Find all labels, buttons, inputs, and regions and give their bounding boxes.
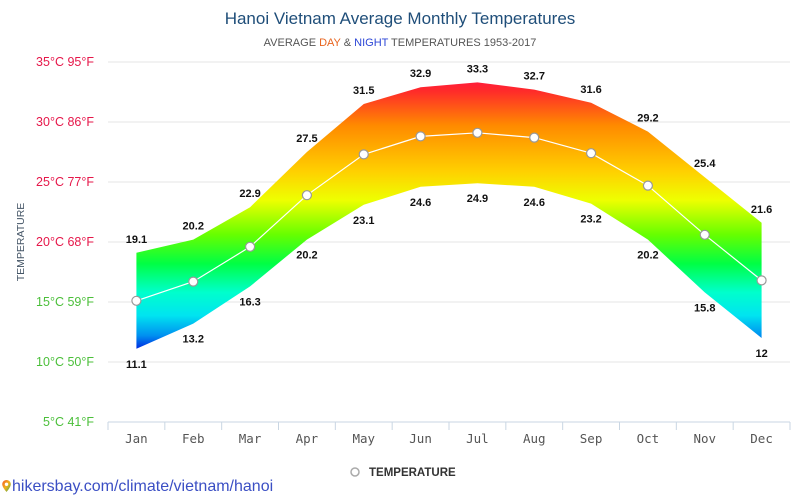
day-value-label: 22.9 — [239, 188, 260, 200]
data-labels: 19.1 20.2 22.9 27.5 31.5 32.9 33.3 32.7 31.6 29.2… — [126, 63, 773, 370]
temperature-point — [529, 132, 540, 143]
subtitle-night: NIGHT — [354, 37, 389, 49]
subtitle-day: DAY — [319, 37, 341, 49]
chart-title: Hanoi Vietnam Average Monthly Temperatur… — [225, 9, 576, 28]
temperature-point — [585, 148, 597, 159]
x-tick-label: Jan — [125, 431, 148, 446]
y-tick-label: 10°C 50°F — [36, 355, 94, 369]
legend[interactable]: TEMPERATURE — [350, 467, 456, 479]
temperature-point — [301, 190, 313, 201]
day-value-label: 32.7 — [524, 71, 545, 83]
subtitle-amp: & — [341, 37, 354, 49]
night-value-label: 20.2 — [296, 250, 317, 262]
x-tick-label: Apr — [296, 431, 319, 446]
temperature-line-path — [136, 132, 762, 302]
x-tick-label: Mar — [239, 431, 262, 446]
temperature-line — [131, 127, 767, 306]
night-value-label: 11.1 — [126, 359, 147, 371]
temperature-point — [472, 127, 483, 138]
day-value-label: 29.2 — [637, 113, 658, 125]
x-tick-label: Nov — [693, 431, 716, 446]
temperature-point — [415, 131, 426, 142]
temperature-point — [642, 180, 654, 191]
subtitle-suffix: TEMPERATURES 1953-2017 — [388, 37, 536, 49]
temperature-point — [244, 241, 256, 252]
day-value-label: 19.1 — [126, 234, 147, 246]
day-value-label: 31.6 — [580, 84, 601, 96]
x-tick-label: Jun — [409, 431, 432, 446]
x-axis: Jan Feb Mar Apr May Jun Jul Aug Sep Oct Nov Dec — [107, 421, 791, 446]
source-text[interactable]: hikersbay.com/climate/vietnam/hanoi — [12, 478, 274, 495]
day-night-band — [136, 82, 762, 349]
temperature-point — [358, 149, 369, 160]
x-tick-label: Aug — [523, 431, 546, 446]
legend-marker-icon — [350, 467, 360, 477]
subtitle-prefix: AVERAGE — [264, 37, 319, 49]
night-value-label: 13.2 — [183, 334, 204, 346]
x-tick-label: Jul — [466, 431, 489, 446]
y-tick-label: 20°C 68°F — [36, 235, 94, 249]
night-value-label: 24.6 — [524, 197, 545, 209]
night-value-label: 23.1 — [353, 215, 374, 227]
day-value-label: 20.2 — [183, 221, 204, 233]
temperature-point — [188, 276, 199, 287]
map-pin-icon — [2, 480, 11, 492]
x-tick-label: Sep — [580, 431, 603, 446]
day-value-label: 32.9 — [410, 68, 431, 80]
y-axis-ticks: 35°C 95°F 30°C 86°F 25°C 77°F 20°C 68°F 15°C… — [36, 55, 94, 429]
y-tick-label: 15°C 59°F — [36, 295, 94, 309]
y-tick-label: 25°C 77°F — [36, 175, 94, 189]
night-value-label: 12 — [755, 348, 767, 360]
day-value-label: 31.5 — [353, 85, 374, 97]
x-tick-label: May — [352, 431, 375, 446]
night-value-label: 20.2 — [637, 250, 658, 262]
legend-label[interactable]: TEMPERATURE — [369, 467, 456, 479]
day-value-label: 27.5 — [296, 133, 317, 145]
x-tick-label: Feb — [182, 431, 205, 446]
night-value-label: 15.8 — [694, 302, 715, 314]
chart-subtitle: AVERAGE DAY & NIGHT TEMPERATURES 1953-20… — [264, 37, 537, 49]
night-value-label: 23.2 — [580, 214, 601, 226]
day-value-label: 33.3 — [467, 63, 488, 75]
y-tick-label: 30°C 86°F — [36, 115, 94, 129]
y-tick-label: 5°C 41°F — [43, 415, 94, 429]
day-value-label: 25.4 — [694, 158, 716, 170]
temperature-point — [756, 275, 767, 286]
y-tick-label: 35°C 95°F — [36, 55, 94, 69]
night-value-label: 24.6 — [410, 197, 431, 209]
temperature-point — [131, 295, 142, 306]
temperature-point — [699, 229, 710, 240]
night-value-label: 24.9 — [467, 193, 488, 205]
x-tick-label: Dec — [750, 431, 773, 446]
y-axis-label: TEMPERATURE — [15, 203, 27, 282]
source-link[interactable]: hikersbay.com/climate/vietnam/hanoi — [2, 478, 273, 496]
x-tick-label: Oct — [637, 431, 660, 446]
day-night-range-area — [136, 82, 762, 349]
night-value-label: 16.3 — [239, 296, 260, 308]
day-value-label: 21.6 — [751, 204, 772, 216]
